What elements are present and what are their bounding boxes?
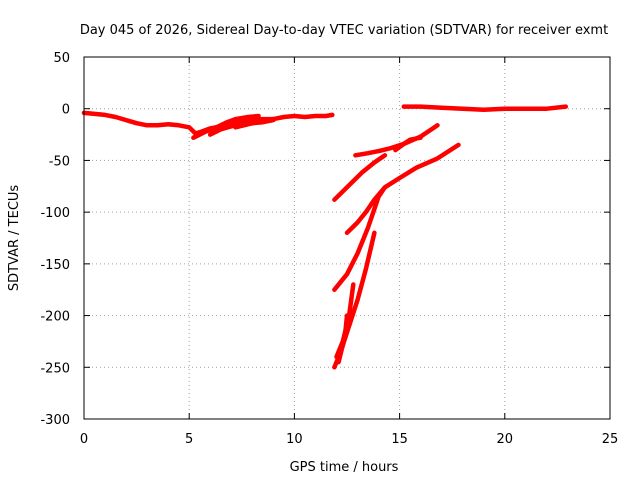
series-line-2 — [191, 113, 261, 140]
y-tick-label: -100 — [40, 206, 70, 221]
x-tick-label: 5 — [185, 432, 193, 447]
y-tick-label: -50 — [49, 154, 70, 169]
series-line-9 — [332, 185, 388, 292]
series-line-12 — [336, 313, 350, 365]
y-tick-label: 50 — [53, 51, 70, 66]
y-tick-label: 0 — [62, 103, 70, 118]
chart-title: Day 045 of 2026, Sidereal Day-to-day VTE… — [80, 23, 608, 38]
y-tick-label: -250 — [40, 361, 70, 376]
grid — [84, 57, 610, 419]
series-line-4 — [233, 116, 276, 130]
x-tick-label: 0 — [80, 432, 88, 447]
x-tick-label: 15 — [391, 432, 408, 447]
plot-frame — [83, 56, 611, 420]
series-group — [81, 104, 569, 370]
x-tick-label: 25 — [602, 432, 619, 447]
axis-ticks: 0 5 10 15 20 25 50 0 -50 -100 -150 -200 -250 -300 — [40, 51, 618, 447]
y-tick-label: -200 — [40, 310, 70, 325]
x-tick-label: 10 — [286, 432, 303, 447]
series-line-13 — [401, 104, 569, 112]
y-axis-label: SDTVAR / TECUs — [7, 185, 22, 292]
y-tick-label: -150 — [40, 258, 70, 273]
x-tick-label: 20 — [497, 432, 514, 447]
series-line-8 — [344, 142, 461, 236]
series-line-5 — [332, 153, 388, 202]
x-axis-label: GPS time / hours — [290, 460, 399, 475]
series-line-7 — [393, 135, 423, 153]
y-tick-label: -300 — [40, 413, 70, 428]
